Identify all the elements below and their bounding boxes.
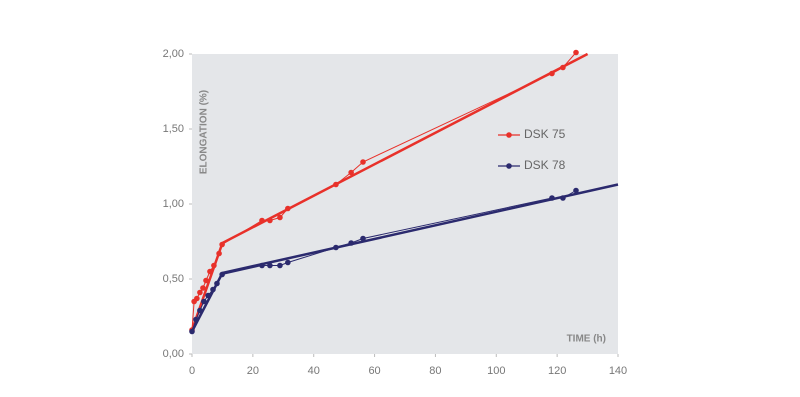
x-tick-label: 20: [247, 365, 259, 377]
data-point: [214, 280, 220, 287]
legend-label: DSK 78: [524, 158, 566, 172]
data-point: [219, 271, 225, 278]
data-point: [259, 262, 265, 269]
y-tick-label: 1,50: [163, 123, 184, 135]
data-point: [348, 169, 354, 176]
data-point: [560, 195, 566, 201]
data-point: [200, 285, 206, 291]
x-tick-label: 0: [189, 365, 195, 377]
data-point: [189, 328, 195, 335]
legend-marker: [506, 163, 512, 169]
x-tick-label: 40: [308, 365, 320, 377]
x-tick-label: 80: [429, 365, 441, 377]
data-point: [210, 286, 216, 293]
data-point: [560, 64, 566, 71]
x-tick-label: 100: [487, 365, 505, 377]
data-point: [194, 295, 200, 302]
data-point: [549, 195, 555, 201]
data-point: [201, 298, 207, 305]
data-point: [285, 259, 291, 266]
data-point: [267, 217, 273, 224]
data-point: [277, 214, 283, 221]
data-point: [197, 307, 203, 314]
data-point: [207, 268, 213, 275]
legend-label: DSK 75: [524, 127, 566, 141]
data-point: [348, 240, 354, 246]
x-axis-label: TIME (h): [567, 334, 606, 345]
y-tick-label: 1,00: [163, 198, 184, 210]
x-tick-label: 60: [368, 365, 380, 377]
data-point: [333, 181, 339, 188]
data-point: [216, 250, 222, 257]
data-point: [360, 235, 366, 242]
data-point: [277, 262, 283, 269]
data-point: [333, 244, 339, 251]
data-point: [360, 159, 366, 165]
plot-area: [192, 54, 618, 354]
y-axis-label: ELONGATION (%): [199, 90, 210, 174]
x-tick-label: 140: [609, 365, 627, 377]
data-point: [219, 241, 225, 248]
data-point: [285, 205, 291, 212]
data-point: [197, 289, 203, 296]
data-point: [205, 292, 211, 299]
y-tick-label: 0,50: [163, 273, 184, 285]
x-tick-label: 120: [548, 365, 566, 377]
data-point: [549, 70, 555, 77]
y-tick-label: 2,00: [163, 48, 184, 60]
data-point: [193, 316, 199, 323]
data-point: [203, 277, 209, 284]
legend-marker: [506, 132, 512, 138]
data-point: [573, 49, 579, 56]
data-point: [211, 262, 217, 269]
data-point: [267, 262, 273, 269]
data-point: [259, 217, 265, 224]
y-tick-label: 0,00: [163, 348, 184, 360]
data-point: [573, 187, 579, 194]
